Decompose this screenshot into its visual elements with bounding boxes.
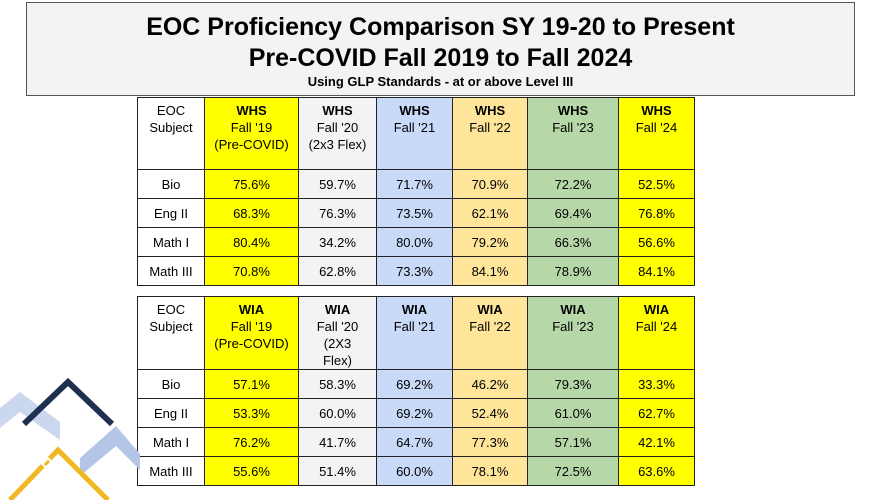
value-cell: 57.1% [204,369,299,399]
value-cell: 78.9% [527,256,619,286]
table-row: Bio 75.6% 59.7% 71.7% 70.9% 72.2% 52.5% [137,169,695,199]
value-cell: 62.1% [452,198,528,228]
value-cell: 41.7% [298,427,377,457]
column-header-fall-23: WHS Fall '23 [527,97,619,170]
subject-header-cell: EOC Subject [137,296,205,370]
value-cell: 62.8% [298,256,377,286]
value-cell: 55.6% [204,456,299,486]
deco-navy-chevron [21,377,115,427]
value-cell: 46.2% [452,369,528,399]
page-caption: Using GLP Standards - at or above Level … [307,74,574,89]
wia-proficiency-table: EOC Subject WIA Fall '19 (Pre-COVID) WIA… [137,296,695,486]
column-header-fall-22: WIA Fall '22 [452,296,528,370]
value-cell: 84.1% [618,256,695,286]
title-box: EOC Proficiency Comparison SY 19-20 to P… [26,2,855,96]
value-cell: 42.1% [618,427,695,457]
value-cell: 66.3% [527,227,619,257]
table-header-row: EOC Subject WHS Fall '19 (Pre-COVID) WHS… [137,97,695,170]
value-cell: 59.7% [298,169,377,199]
value-cell: 73.3% [376,256,453,286]
table-row: Math III 55.6% 51.4% 60.0% 78.1% 72.5% 6… [137,456,695,486]
column-header-fall-23: WIA Fall '23 [527,296,619,370]
subject-cell: Bio [137,369,205,399]
value-cell: 70.8% [204,256,299,286]
table-row: Math III 70.8% 62.8% 73.3% 84.1% 78.9% 8… [137,256,695,286]
subject-cell: Bio [137,169,205,199]
column-header-fall-22: WHS Fall '22 [452,97,528,170]
value-cell: 68.3% [204,198,299,228]
subject-cell: Math III [137,256,205,286]
whs-proficiency-table: EOC Subject WHS Fall '19 (Pre-COVID) WHS… [137,97,695,286]
value-cell: 69.2% [376,369,453,399]
column-header-fall-20: WIA Fall '20 (2X3 Flex) [298,296,377,370]
value-cell: 69.4% [527,198,619,228]
value-cell: 84.1% [452,256,528,286]
table-row: Eng II 53.3% 60.0% 69.2% 52.4% 61.0% 62.… [137,398,695,428]
column-header-fall-24: WIA Fall '24 [618,296,695,370]
value-cell: 52.4% [452,398,528,428]
decorative-chevrons-graphic [0,358,140,500]
value-cell: 78.1% [452,456,528,486]
table-header-row: EOC Subject WIA Fall '19 (Pre-COVID) WIA… [137,296,695,370]
value-cell: 76.3% [298,198,377,228]
value-cell: 77.3% [452,427,528,457]
value-cell: 51.4% [298,456,377,486]
subject-cell: Math I [137,227,205,257]
subject-header-cell: EOC Subject [137,97,205,170]
table-row: Eng II 68.3% 76.3% 73.5% 62.1% 69.4% 76.… [137,198,695,228]
value-cell: 52.5% [618,169,695,199]
value-cell: 79.3% [527,369,619,399]
value-cell: 56.6% [618,227,695,257]
deco-gold-chevron [8,446,110,500]
table-row: Math I 76.2% 41.7% 64.7% 77.3% 57.1% 42.… [137,427,695,457]
value-cell: 76.2% [204,427,299,457]
table-row: Bio 57.1% 58.3% 69.2% 46.2% 79.3% 33.3% [137,369,695,399]
page-subtitle: Pre-COVID Fall 2019 to Fall 2024 [248,44,633,72]
value-cell: 80.0% [376,227,453,257]
deco-diamond [40,456,56,472]
value-cell: 60.0% [376,456,453,486]
value-cell: 76.8% [618,198,695,228]
column-header-fall-21: WIA Fall '21 [376,296,453,370]
deco-lightblue-chevron [80,426,140,476]
value-cell: 69.2% [376,398,453,428]
value-cell: 62.7% [618,398,695,428]
deco-ring-top [36,358,52,374]
table-row: Math I 80.4% 34.2% 80.0% 79.2% 66.3% 56.… [137,227,695,257]
subject-cell: Math III [137,456,205,486]
value-cell: 70.9% [452,169,528,199]
value-cell: 34.2% [298,227,377,257]
subject-cell: Eng II [137,198,205,228]
value-cell: 53.3% [204,398,299,428]
value-cell: 73.5% [376,198,453,228]
value-cell: 75.6% [204,169,299,199]
value-cell: 58.3% [298,369,377,399]
page-title: EOC Proficiency Comparison SY 19-20 to P… [146,13,735,41]
value-cell: 79.2% [452,227,528,257]
column-header-fall-19: WIA Fall '19 (Pre-COVID) [204,296,299,370]
value-cell: 63.6% [618,456,695,486]
value-cell: 64.7% [376,427,453,457]
column-header-fall-24: WHS Fall '24 [618,97,695,170]
value-cell: 33.3% [618,369,695,399]
value-cell: 80.4% [204,227,299,257]
column-header-fall-19: WHS Fall '19 (Pre-COVID) [204,97,299,170]
value-cell: 72.2% [527,169,619,199]
column-header-fall-21: WHS Fall '21 [376,97,453,170]
value-cell: 60.0% [298,398,377,428]
value-cell: 71.7% [376,169,453,199]
column-header-fall-20: WHS Fall '20 (2x3 Flex) [298,97,377,170]
value-cell: 57.1% [527,427,619,457]
subject-cell: Math I [137,427,205,457]
value-cell: 61.0% [527,398,619,428]
value-cell: 72.5% [527,456,619,486]
subject-cell: Eng II [137,398,205,428]
